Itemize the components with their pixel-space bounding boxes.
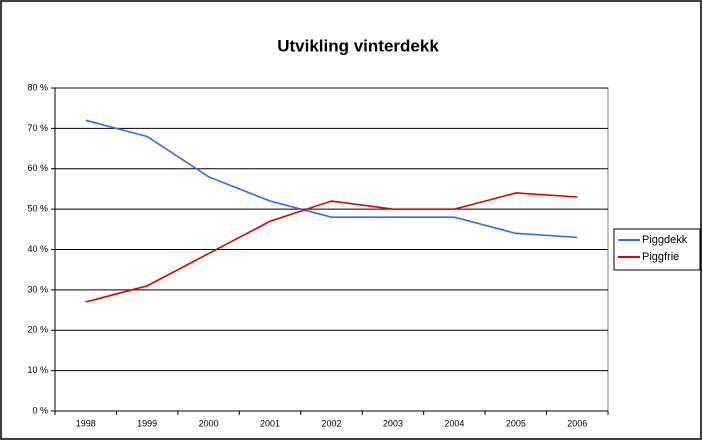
x-tick-label: 2006 [567,418,587,428]
y-tick-label: 40 % [27,244,48,254]
y-tick-label: 10 % [27,365,48,375]
x-tick-label: 2000 [199,418,219,428]
x-tick-label: 2001 [260,418,280,428]
x-tick-label: 2004 [444,418,464,428]
legend-text: Piggdekk [642,234,688,246]
chart-title: Utvikling vinterdekk [277,36,439,55]
x-tick-label: 2003 [383,418,403,428]
y-tick-label: 0 % [32,405,48,415]
x-tick-label: 2002 [321,418,341,428]
y-tick-label: 60 % [27,163,48,173]
line-series [85,119,578,239]
line-series [85,192,578,303]
x-tick-label: 1999 [137,418,157,428]
x-tick-label: 1998 [76,418,96,428]
legend-box [613,228,701,271]
legend-text: Piggfrie [642,251,679,263]
y-tick-label: 30 % [27,284,48,294]
y-tick-label: 70 % [27,123,48,133]
x-tick-label: 2005 [506,418,526,428]
y-tick-label: 20 % [27,325,48,335]
y-tick-label: 80 % [27,82,48,92]
y-tick-label: 50 % [27,204,48,214]
